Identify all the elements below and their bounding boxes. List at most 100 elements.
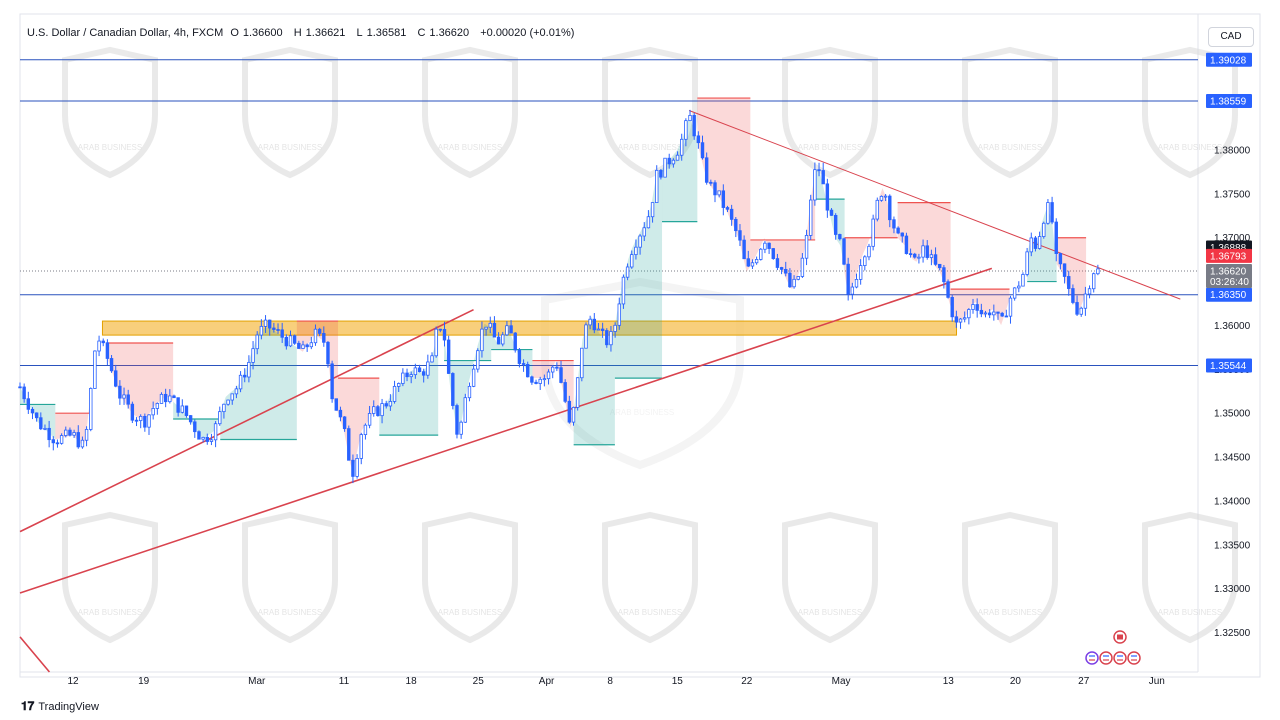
- watermark-label: ARAB BUSINESS: [618, 143, 682, 152]
- candle-body: [1087, 288, 1092, 295]
- candle-body: [975, 304, 979, 311]
- last-price-tag-text: 1.36620: [1210, 267, 1247, 278]
- time-tick-label: 19: [138, 676, 150, 687]
- candle-body: [850, 286, 855, 295]
- candle-body: [1058, 253, 1063, 265]
- candle-body: [30, 408, 35, 414]
- candle-body: [355, 458, 359, 477]
- level-price-tag-text: 1.35544: [1210, 361, 1247, 372]
- candle-body: [546, 371, 551, 380]
- candle-body: [322, 333, 326, 343]
- candle-body: [829, 209, 834, 216]
- candle-body: [309, 342, 314, 348]
- candle-body: [1075, 302, 1079, 315]
- watermark-shield: ARAB BUSINESS: [242, 511, 338, 644]
- price-tick-label: 1.34000: [1214, 496, 1251, 507]
- candle-body: [409, 374, 413, 378]
- candle-body: [580, 347, 584, 379]
- candle-body: [130, 403, 135, 421]
- candle-body: [838, 234, 842, 240]
- watermark-layer: ARAB BUSINESS ARAB BUSINESS ARAB BUSINESS A…: [62, 46, 1238, 644]
- candle-body: [230, 393, 234, 401]
- candle-body: [430, 355, 434, 363]
- candle-body: [871, 218, 875, 247]
- candle-body: [759, 248, 763, 260]
- level-price-tag-bg: [1206, 93, 1252, 108]
- candle-body: [1050, 202, 1054, 223]
- candle-body: [571, 407, 576, 423]
- candle-body: [996, 311, 1000, 314]
- candle-body: [704, 157, 709, 183]
- candle-body: [904, 235, 909, 255]
- candle-body: [526, 364, 530, 378]
- candle-body: [47, 427, 51, 441]
- shield-outline: [62, 511, 158, 644]
- candle-body: [1017, 285, 1021, 289]
- horizontal-levels: [20, 59, 1198, 366]
- shield-outline: [422, 46, 518, 179]
- watermark-shield: ARAB BUSINESS: [1142, 46, 1238, 179]
- candle-body: [638, 235, 642, 248]
- candle-body: [938, 263, 942, 269]
- watermark-shield: ARAB BUSINESS: [242, 46, 338, 179]
- shield-outline: [242, 46, 338, 179]
- candle-body: [463, 397, 467, 423]
- candle-body: [426, 361, 430, 376]
- candle-body: [779, 267, 784, 270]
- candle-body: [1033, 237, 1038, 249]
- candle-body: [800, 257, 805, 277]
- candle-body: [213, 423, 218, 441]
- candle-body: [763, 242, 767, 250]
- candle-body: [147, 414, 151, 428]
- time-tick-label: 11: [339, 676, 350, 687]
- watermark-label: ARAB BUSINESS: [438, 608, 502, 617]
- price-tick-label: 1.34500: [1214, 453, 1251, 464]
- candle-body: [584, 324, 588, 349]
- price-tick-label: 1.37500: [1214, 189, 1251, 200]
- candle-body: [817, 169, 821, 172]
- price-tick-label: 1.37000: [1214, 233, 1251, 244]
- time-tick-label: 12: [67, 676, 79, 687]
- candle-body: [118, 385, 122, 399]
- candle-body: [326, 341, 330, 365]
- candle-body: [1062, 263, 1067, 277]
- price-tick-label: 1.33000: [1214, 584, 1251, 595]
- candle-body: [1000, 312, 1004, 317]
- watermark-label: ARAB BUSINESS: [1158, 143, 1222, 152]
- candle-body: [351, 459, 355, 477]
- candle-body: [263, 319, 268, 327]
- chart-frame: [19, 13, 1261, 678]
- tradingview-logo[interactable]: 𝟏𝟕 TradingView: [21, 699, 99, 714]
- candle-body: [713, 182, 717, 196]
- candle-body: [892, 219, 896, 229]
- candle-body: [663, 157, 667, 178]
- candle-body: [1004, 315, 1009, 318]
- candle-body: [925, 245, 929, 258]
- candle-body: [280, 329, 284, 338]
- candle-body: [176, 397, 180, 413]
- candle-body: [1037, 236, 1042, 249]
- candle-body: [671, 159, 676, 165]
- candle-body: [825, 183, 830, 211]
- watermark-label: ARAB BUSINESS: [978, 608, 1042, 617]
- candle-body: [883, 195, 888, 198]
- symbol-title: U.S. Dollar / Canadian Dollar, 4h, FXCM: [27, 27, 224, 39]
- currency-button[interactable]: CAD: [1208, 27, 1254, 47]
- candle-body: [238, 374, 243, 390]
- watermark-center: ARAB BUSINESS: [541, 277, 744, 470]
- watermark-shield: ARAB BUSINESS: [782, 46, 878, 179]
- price-tick-label: 1.38000: [1214, 145, 1251, 156]
- time-tick-label: Jun: [1149, 676, 1165, 687]
- us-flag-icon: [1099, 651, 1113, 665]
- cloud-red-segment: [1056, 237, 1087, 311]
- trendline: [19, 267, 993, 594]
- candle-body: [105, 342, 110, 359]
- candle-body: [334, 398, 338, 411]
- candle-body: [908, 253, 913, 256]
- candle-body: [655, 169, 659, 203]
- shield-outline: [1142, 511, 1238, 644]
- time-tick-label: 8: [607, 676, 613, 687]
- candle-body: [555, 366, 559, 369]
- watermark-label: ARAB BUSINESS: [438, 143, 502, 152]
